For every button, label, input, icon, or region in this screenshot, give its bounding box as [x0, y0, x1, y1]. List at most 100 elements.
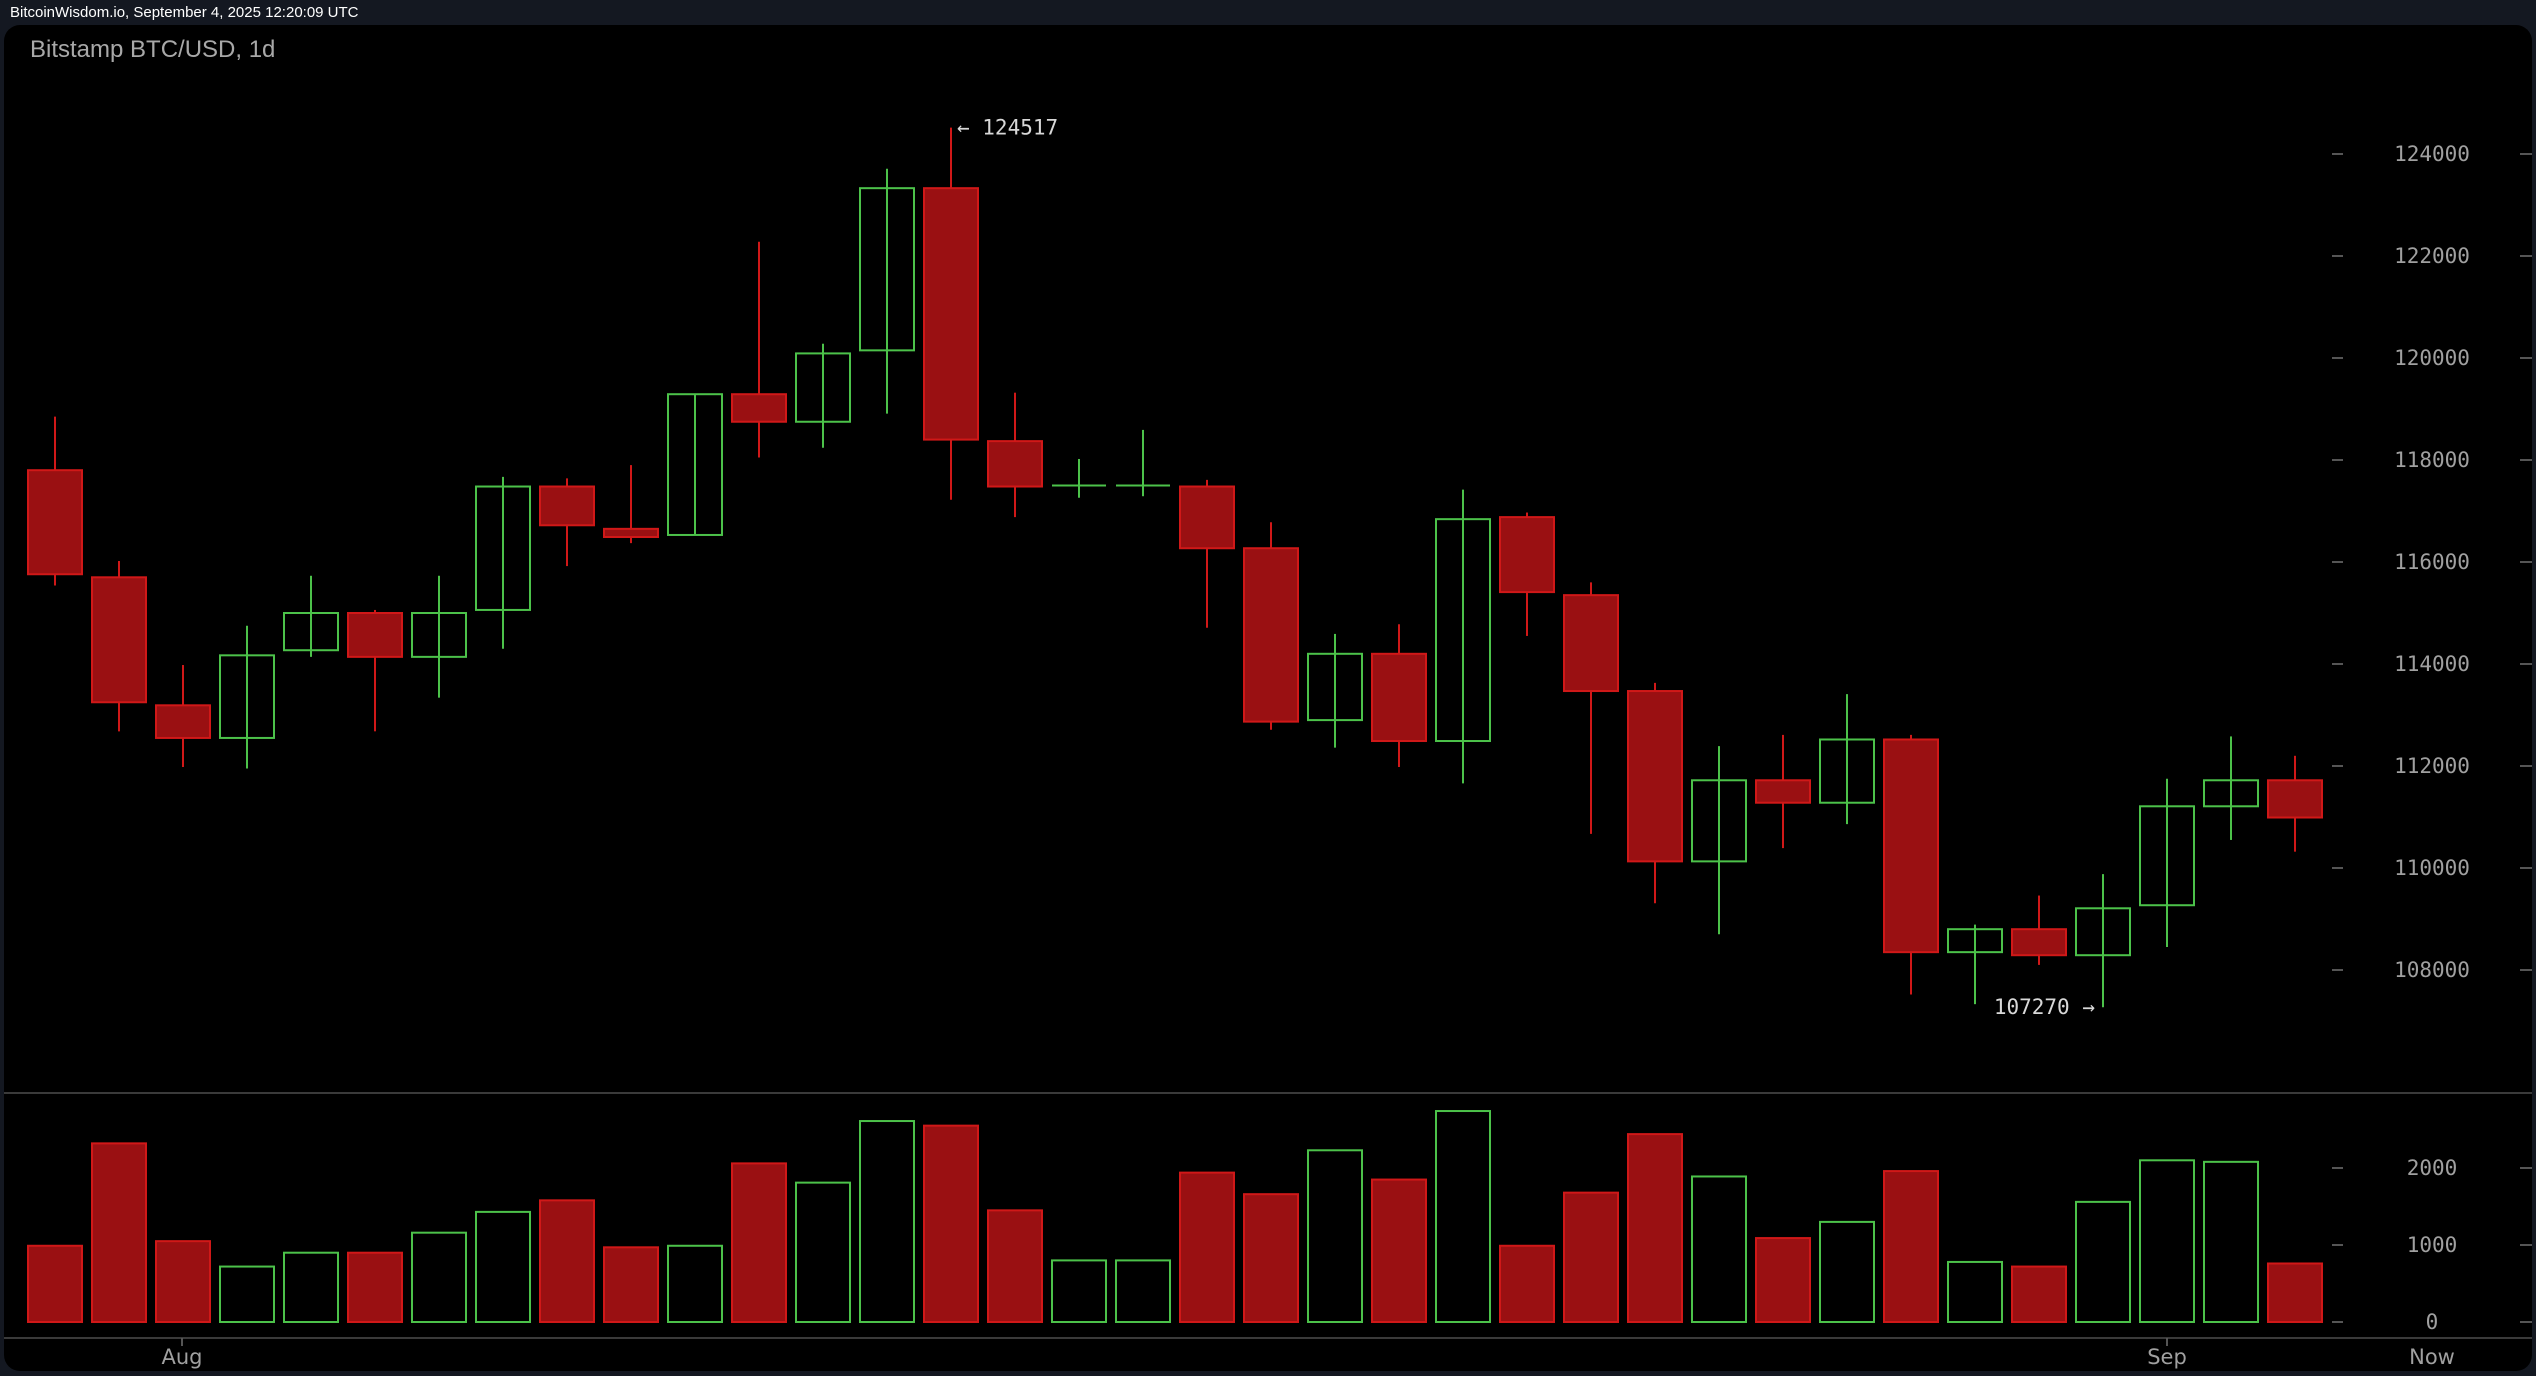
- price-tick-label: 112000: [2394, 754, 2470, 778]
- candle-up: [1691, 746, 1747, 935]
- volume-bar-down: [347, 1251, 403, 1323]
- candle-body: [27, 469, 83, 576]
- price-candles: [27, 127, 2323, 1008]
- candle-up: [1116, 429, 1170, 497]
- candle-up: [795, 343, 851, 448]
- candle-body: [2011, 928, 2067, 957]
- candle-body: [1755, 779, 1811, 804]
- candle-body: [731, 393, 787, 423]
- candle-body: [1947, 928, 2003, 954]
- candle-down: [2011, 895, 2067, 965]
- volume-bar-up: [1691, 1175, 1747, 1323]
- price-tick-label: 114000: [2394, 652, 2470, 676]
- volume-bar-down: [155, 1240, 211, 1324]
- candle-down: [347, 609, 403, 732]
- volume-bar-up: [1947, 1260, 2003, 1323]
- candle-up: [1052, 458, 1106, 498]
- panel-separators: [4, 1092, 2532, 1339]
- candle-body: [2139, 805, 2195, 907]
- chart-title: Bitstamp BTC/USD, 1d: [30, 36, 276, 63]
- candle-down: [1755, 734, 1811, 849]
- candle-body: [1179, 485, 1235, 550]
- candle-body: [1627, 690, 1683, 863]
- date-label-aug: Aug: [161, 1345, 202, 1369]
- candle-up: [283, 575, 339, 657]
- volume-bar-down: [987, 1209, 1043, 1323]
- candle-down: [1563, 582, 1619, 834]
- volume-bar-up: [1307, 1149, 1363, 1324]
- candle-body: [1371, 652, 1427, 743]
- price-tick-label: 118000: [2394, 448, 2470, 472]
- candle-up: [1947, 924, 2003, 1005]
- candle-body: [2267, 779, 2323, 819]
- candle-down: [27, 416, 83, 586]
- candle-up: [1435, 489, 1491, 784]
- volume-bar-down: [2011, 1265, 2067, 1324]
- candle-down: [731, 241, 787, 458]
- candle-down: [2267, 755, 2323, 852]
- candle-down: [91, 560, 147, 732]
- volume-bar-down: [1883, 1170, 1939, 1323]
- volume-bars: [27, 1110, 2323, 1324]
- candle-down: [923, 127, 979, 500]
- volume-bar-down: [923, 1124, 979, 1324]
- candle-body: [283, 612, 339, 652]
- low-annotation: 107270 →: [1994, 995, 2095, 1019]
- candle-down: [1499, 512, 1555, 636]
- candle-up: [859, 168, 915, 414]
- volume-tick-label: 2000: [2407, 1156, 2458, 1180]
- candle-down: [603, 465, 659, 544]
- volume-bar-down: [1755, 1237, 1811, 1323]
- volume-bar-down: [1563, 1191, 1619, 1324]
- price-tick-label: 124000: [2394, 142, 2470, 166]
- candle-body: [539, 485, 595, 527]
- volume-bar-down: [539, 1199, 595, 1323]
- candle-body: [1243, 547, 1299, 723]
- candle-body: [91, 576, 147, 704]
- date-label-sep: Sep: [2147, 1345, 2187, 1369]
- high-annotation: ← 124517: [957, 116, 1058, 140]
- volume-bar-up: [411, 1231, 467, 1324]
- volume-bar-up: [859, 1120, 915, 1324]
- candle-down: [1883, 734, 1939, 995]
- price-tick-label: 110000: [2394, 856, 2470, 880]
- volume-bar-up: [795, 1181, 851, 1323]
- date-axis: Aug Sep Now: [161, 1338, 2455, 1369]
- candle-body: [2075, 907, 2131, 957]
- candlestick-chart[interactable]: 108000 110000 112000 114000 116000 118000 1200…: [4, 25, 2532, 1371]
- candle-body: [1307, 652, 1363, 722]
- candle-up: [411, 575, 467, 698]
- candle-body: [795, 352, 851, 423]
- candle-body: [475, 485, 531, 611]
- candle-up: [2139, 778, 2195, 948]
- volume-bar-down: [2267, 1262, 2323, 1323]
- candle-down: [539, 478, 595, 567]
- price-tick-label: 122000: [2394, 244, 2470, 268]
- volume-bar-down: [1243, 1193, 1299, 1324]
- volume-bar-up: [1115, 1259, 1171, 1324]
- volume-tick-label: 0: [2426, 1310, 2439, 1334]
- candle-up: [1307, 633, 1363, 748]
- candle-down: [1627, 682, 1683, 904]
- candle-up: [1819, 694, 1875, 825]
- volume-bar-up: [283, 1251, 339, 1323]
- price-tick-label: 120000: [2394, 346, 2470, 370]
- candle-down: [1243, 522, 1299, 730]
- candle-body: [1563, 594, 1619, 693]
- date-label-now: Now: [2409, 1345, 2455, 1369]
- volume-axis: 0 1000 2000: [2332, 1156, 2532, 1334]
- chart-panel[interactable]: Bitstamp BTC/USD, 1d 108000 110000 112000 1…: [4, 25, 2532, 1371]
- candle-down: [987, 392, 1043, 518]
- candle-body: [1435, 518, 1491, 743]
- candle-down: [1179, 479, 1235, 628]
- volume-tick-label: 1000: [2407, 1233, 2458, 1257]
- candle-body: [1883, 738, 1939, 954]
- volume-bar-up: [475, 1210, 531, 1324]
- volume-bar-up: [2075, 1200, 2131, 1324]
- volume-bar-down: [731, 1162, 787, 1323]
- candle-down: [155, 665, 211, 768]
- volume-bar-up: [219, 1265, 275, 1324]
- candle-body: [155, 704, 211, 739]
- candle-up: [2075, 874, 2131, 1008]
- candle-up: [667, 393, 723, 536]
